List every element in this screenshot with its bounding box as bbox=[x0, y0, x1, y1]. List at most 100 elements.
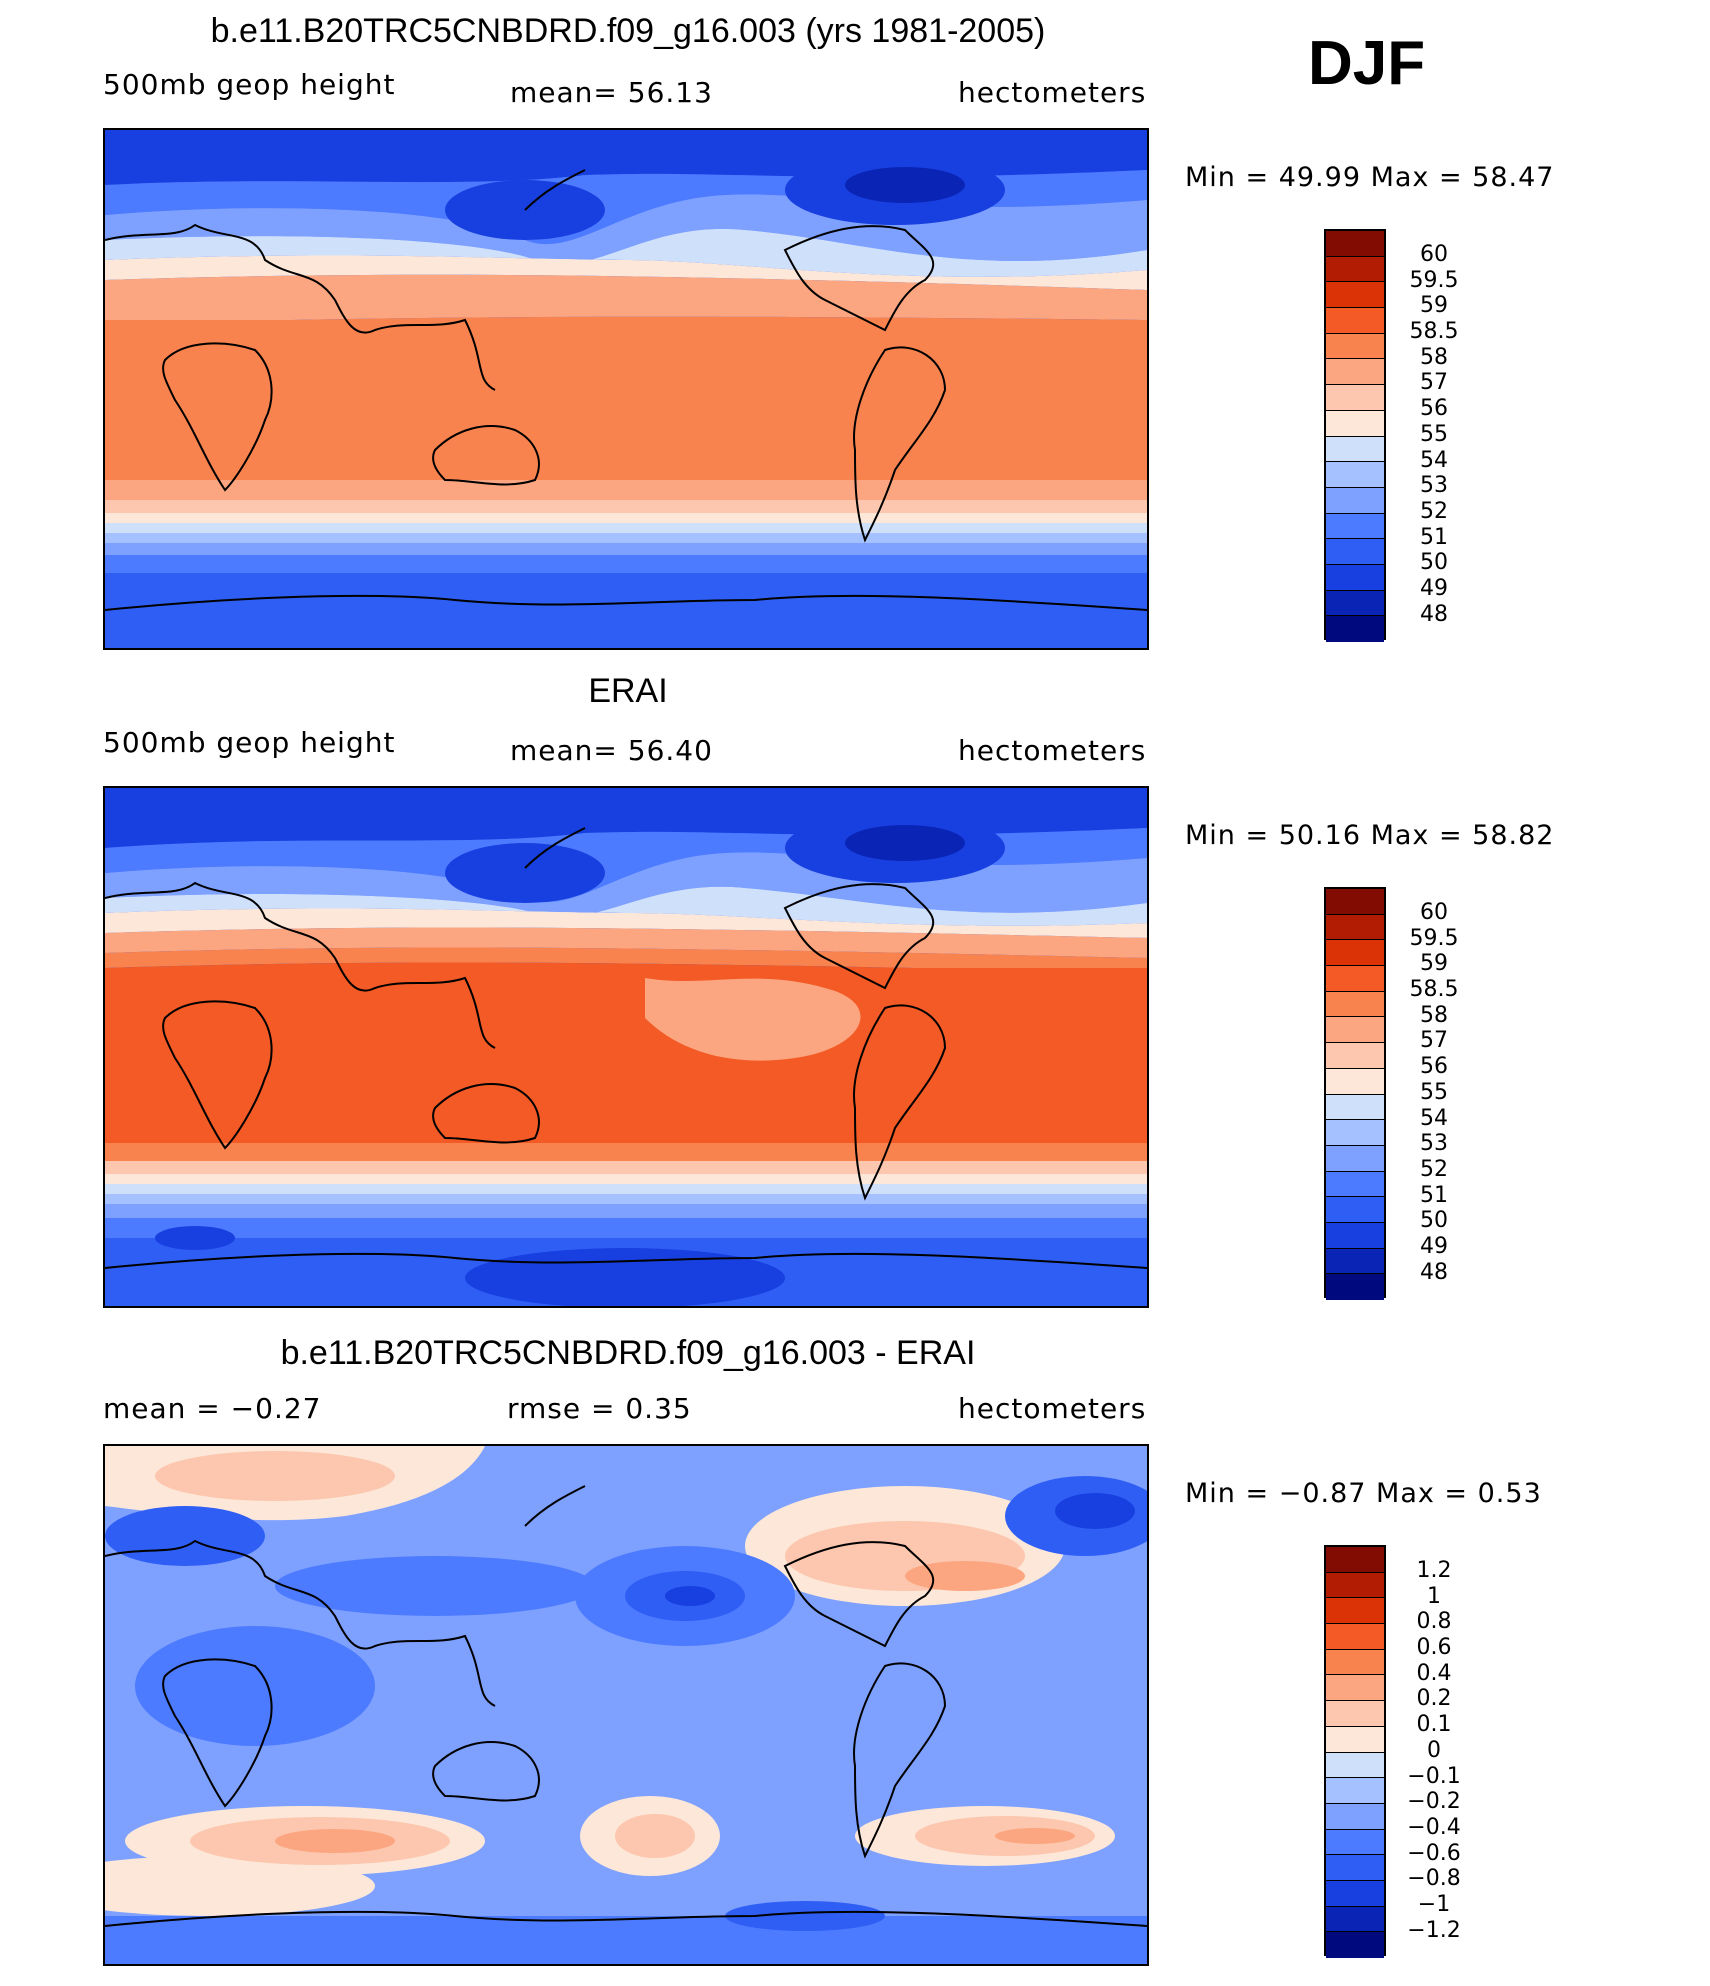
colorbar-level-label: 53 bbox=[1420, 1131, 1448, 1157]
colorbar-swatch bbox=[1326, 1675, 1384, 1702]
colorbar-swatch bbox=[1326, 889, 1384, 915]
colorbar-swatch bbox=[1326, 966, 1384, 992]
colorbar-swatch bbox=[1326, 590, 1384, 617]
panel-2-map bbox=[103, 786, 1149, 1308]
colorbar-level-label: 58.5 bbox=[1409, 977, 1459, 1003]
colorbar-swatch bbox=[1326, 385, 1384, 411]
colorbar-level-label: 54 bbox=[1420, 447, 1448, 473]
colorbar-swatch bbox=[1326, 359, 1384, 386]
colorbar-swatch bbox=[1326, 1547, 1384, 1573]
panel-3-rmse-label: rmse = 0.35 bbox=[507, 1392, 692, 1425]
colorbar-swatch bbox=[1326, 487, 1384, 514]
panel-2-title: ERAI bbox=[588, 672, 668, 710]
colorbar-level-label: 55 bbox=[1420, 421, 1448, 447]
colorbar-level-label: 60 bbox=[1420, 900, 1448, 925]
colorbar-swatch bbox=[1326, 1649, 1384, 1676]
colorbar-swatch bbox=[1326, 1094, 1384, 1121]
colorbar-swatch bbox=[1326, 1043, 1384, 1069]
colorbar-level-label: −1 bbox=[1417, 1891, 1451, 1917]
colorbar-swatch bbox=[1326, 308, 1384, 334]
colorbar-swatch bbox=[1326, 436, 1384, 463]
colorbar-swatch bbox=[1326, 410, 1384, 437]
colorbar-swatch bbox=[1326, 513, 1384, 540]
colorbar-level-label: 0.1 bbox=[1416, 1712, 1452, 1738]
colorbar-level-label: 58.5 bbox=[1409, 319, 1459, 345]
colorbar-swatch bbox=[1326, 462, 1384, 488]
colorbar-level-label: 53 bbox=[1420, 473, 1448, 499]
colorbar-swatch bbox=[1326, 1624, 1384, 1650]
colorbar-level-label: 0.2 bbox=[1416, 1686, 1452, 1712]
colorbar-level-label: 59 bbox=[1420, 293, 1448, 319]
colorbar-level-label: 1 bbox=[1427, 1583, 1441, 1609]
colorbar-swatch bbox=[1326, 1171, 1384, 1198]
panel-1-variable-label: 500mb geop height bbox=[103, 68, 396, 101]
colorbar-swatch bbox=[1326, 1572, 1384, 1599]
colorbar-level-label: 0 bbox=[1427, 1737, 1441, 1763]
colorbar-level-label: 54 bbox=[1420, 1105, 1448, 1131]
colorbar-swatch bbox=[1326, 231, 1384, 257]
colorbar-swatch bbox=[1326, 1932, 1384, 1958]
panel-3-map bbox=[103, 1444, 1149, 1966]
colorbar-level-label: 50 bbox=[1420, 550, 1448, 576]
panel-2-min-max: Min = 50.16 Max = 58.82 bbox=[1185, 820, 1555, 851]
panel-1-min-max: Min = 49.99 Max = 58.47 bbox=[1185, 162, 1555, 193]
colorbar-swatch bbox=[1326, 1855, 1384, 1881]
panel-2-units-label: hectometers bbox=[958, 734, 1147, 767]
colorbar-level-label: 1.2 bbox=[1416, 1558, 1452, 1583]
colorbar-level-label: 0.6 bbox=[1416, 1635, 1452, 1661]
colorbar-level-label: 56 bbox=[1420, 1054, 1448, 1080]
colorbar-swatch bbox=[1326, 616, 1384, 642]
colorbar-level-label: 55 bbox=[1420, 1079, 1448, 1105]
panel-3-colorbar bbox=[1324, 1545, 1386, 1958]
colorbar-level-label: 48 bbox=[1420, 601, 1448, 627]
colorbar-swatch bbox=[1326, 1120, 1384, 1146]
colorbar-swatch bbox=[1326, 1726, 1384, 1753]
colorbar-level-label: 57 bbox=[1420, 1028, 1448, 1054]
season-label: DJF bbox=[1308, 29, 1426, 98]
colorbar-level-label: 0.4 bbox=[1416, 1660, 1452, 1686]
colorbar-swatch bbox=[1326, 1778, 1384, 1804]
panel-3-colorbar-labels: 1.2 1 0.8 0.6 0.4 0.2 0.1 0 −0.1 −0.2 −0.4 −0.6 −0.8… bbox=[1394, 1558, 1474, 1943]
panel-3-units-label: hectometers bbox=[958, 1392, 1147, 1425]
panel-3-mean-label: mean = −0.27 bbox=[103, 1392, 322, 1425]
colorbar-swatch bbox=[1326, 1906, 1384, 1933]
panel-1-map bbox=[103, 128, 1149, 650]
colorbar-level-label: 50 bbox=[1420, 1208, 1448, 1234]
panel-3-min-max: Min = −0.87 Max = 0.53 bbox=[1185, 1478, 1542, 1509]
colorbar-swatch bbox=[1326, 1274, 1384, 1300]
colorbar-level-label: 59.5 bbox=[1409, 267, 1459, 293]
colorbar-swatch bbox=[1326, 1068, 1384, 1095]
colorbar-swatch bbox=[1326, 1701, 1384, 1727]
colorbar-level-label: 52 bbox=[1420, 498, 1448, 524]
colorbar-level-label: 48 bbox=[1420, 1259, 1448, 1285]
colorbar-level-label: −0.1 bbox=[1407, 1763, 1461, 1789]
colorbar-level-label: −0.6 bbox=[1407, 1840, 1461, 1866]
colorbar-level-label: −0.4 bbox=[1407, 1814, 1461, 1840]
panel-1-colorbar-labels: 60 59.5 59 58.5 58 57 56 55 54 53 52 51 50 49 48 bbox=[1394, 242, 1474, 627]
panel-3-title: b.e11.B20TRC5CNBDRD.f09_g16.003 - ERAI bbox=[280, 1334, 976, 1372]
panel-2-colorbar bbox=[1324, 887, 1386, 1300]
panel-2-mean-label: mean= 56.40 bbox=[510, 734, 713, 767]
colorbar-level-label: 60 bbox=[1420, 242, 1448, 267]
colorbar-swatch bbox=[1326, 256, 1384, 283]
colorbar-level-label: 58 bbox=[1420, 1002, 1448, 1028]
colorbar-level-label: 59 bbox=[1420, 951, 1448, 977]
colorbar-swatch bbox=[1326, 1880, 1384, 1907]
colorbar-level-label: 51 bbox=[1420, 1182, 1448, 1208]
colorbar-level-label: 56 bbox=[1420, 396, 1448, 422]
colorbar-swatch bbox=[1326, 539, 1384, 565]
colorbar-swatch bbox=[1326, 1829, 1384, 1856]
colorbar-swatch bbox=[1326, 564, 1384, 591]
colorbar-swatch bbox=[1326, 1197, 1384, 1223]
colorbar-level-label: −0.8 bbox=[1407, 1866, 1461, 1892]
colorbar-level-label: 49 bbox=[1420, 575, 1448, 601]
colorbar-level-label: −0.2 bbox=[1407, 1789, 1461, 1815]
colorbar-swatch bbox=[1326, 914, 1384, 941]
colorbar-swatch bbox=[1326, 1803, 1384, 1830]
panel-1-title: b.e11.B20TRC5CNBDRD.f09_g16.003 (yrs 198… bbox=[210, 12, 1046, 50]
panel-2-colorbar-labels: 60 59.5 59 58.5 58 57 56 55 54 53 52 51 50 49 48 bbox=[1394, 900, 1474, 1285]
colorbar-swatch bbox=[1326, 1145, 1384, 1172]
panel-1-mean-label: mean= 56.13 bbox=[510, 76, 713, 109]
colorbar-level-label: 59.5 bbox=[1409, 925, 1459, 951]
colorbar-swatch bbox=[1326, 333, 1384, 360]
